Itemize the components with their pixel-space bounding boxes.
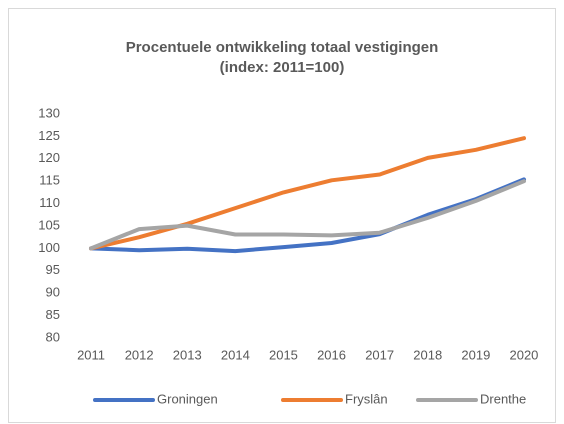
- x-tick-label: 2020: [509, 347, 538, 362]
- y-tick-label: 125: [38, 128, 60, 143]
- y-tick-label: 80: [46, 329, 60, 344]
- y-tick-label: 105: [38, 217, 60, 232]
- x-tick-label: 2017: [365, 347, 394, 362]
- legend-label: Drenthe: [480, 391, 526, 406]
- x-tick-label: 2014: [221, 347, 250, 362]
- legend-label: Fryslân: [345, 391, 388, 406]
- x-tick-label: 2015: [269, 347, 298, 362]
- y-tick-label: 90: [46, 285, 60, 300]
- y-tick-label: 95: [46, 262, 60, 277]
- x-tick-label: 2019: [461, 347, 490, 362]
- chart-title: Procentuele ontwikkeling totaal vestigin…: [126, 39, 439, 56]
- y-tick-label: 100: [38, 240, 60, 255]
- x-tick-label: 2018: [413, 347, 442, 362]
- y-tick-label: 120: [38, 150, 60, 165]
- x-tick-label: 2016: [317, 347, 346, 362]
- series-line: [89, 177, 526, 254]
- x-tick-label: 2011: [77, 347, 105, 362]
- x-tick-label: 2013: [173, 347, 202, 362]
- chart-subtitle: (index: 2011=100): [220, 59, 345, 76]
- series-line: [89, 179, 526, 251]
- y-tick-label: 115: [39, 173, 60, 188]
- y-tick-label: 130: [38, 105, 60, 120]
- x-tick-label: 2012: [125, 347, 154, 362]
- legend-label: Groningen: [157, 391, 218, 406]
- chart-border: [8, 8, 556, 423]
- series-line: [89, 136, 526, 251]
- y-tick-label: 85: [46, 307, 60, 322]
- y-tick-label: 110: [39, 195, 60, 210]
